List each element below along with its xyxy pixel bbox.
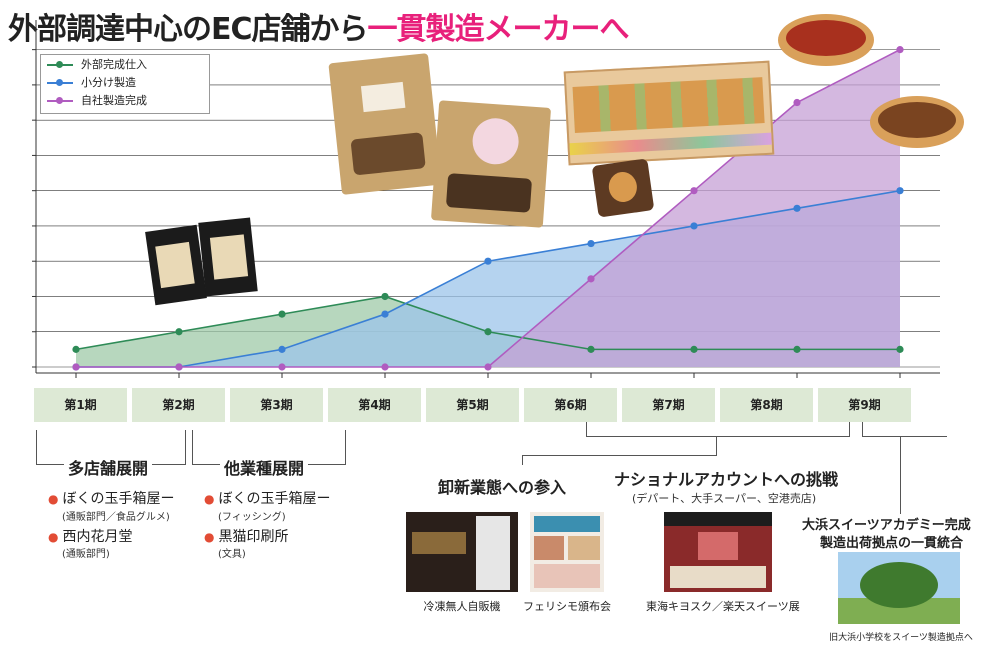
- snack-bag-image-2: [430, 100, 552, 228]
- bullet-icon: ●: [204, 530, 215, 544]
- point-s2-p9: [896, 187, 904, 195]
- point-s3-p5: [484, 363, 492, 371]
- point-s3-p9: [896, 46, 904, 54]
- national-sub: (デパート、大手スーパー、空港売店): [632, 492, 817, 505]
- academy-title-line2: 製造出荷拠点の一貫統合: [820, 536, 964, 551]
- tart-image: [778, 14, 874, 66]
- group-item-1-1: ● ぼくの玉手箱屋ー: [48, 488, 174, 508]
- point-s2-p8: [793, 204, 801, 212]
- bracket-academy-down: [900, 436, 901, 514]
- group-item-1-2: ● 西内花月堂: [48, 526, 132, 546]
- group-item-2-1-sub: (フィッシング): [218, 512, 286, 523]
- period-label-7: 第7期: [622, 388, 715, 422]
- caption-vending: 冷凍無人自販機: [423, 600, 501, 613]
- area-series-3: [76, 49, 900, 367]
- point-s2-p6: [587, 239, 595, 248]
- bracket-line-left: [522, 455, 716, 456]
- caption-felissimo: フェリシモ頒布会: [523, 600, 611, 613]
- legend-entry-1: 外部完成仕入: [41, 56, 209, 73]
- bullet-icon: ●: [204, 492, 215, 506]
- group-item-2-1: ● ぼくの玉手箱屋ー: [204, 488, 330, 508]
- point-s3-p4: [381, 363, 389, 371]
- point-s3-p8: [793, 98, 801, 107]
- bullet-icon: ●: [48, 530, 59, 544]
- page-title: 外部調達中心のEC店舗から一貫製造メーカーへ: [8, 4, 768, 48]
- pecan-tart-image: [870, 96, 964, 148]
- point-s1-p3: [278, 310, 286, 318]
- point-s2-p7: [690, 222, 698, 230]
- group-item-2-2: ● 黒猫印刷所: [204, 526, 288, 546]
- group-item-2-2-sub: (文具): [218, 549, 246, 560]
- legend-marker-3: [56, 97, 63, 104]
- point-s1-p2: [175, 328, 183, 336]
- point-s3-p3: [278, 363, 286, 371]
- kiosk-photo: [664, 512, 772, 592]
- period-label-4: 第4期: [328, 388, 421, 422]
- point-s2-p3: [278, 345, 286, 353]
- legend-marker-2: [56, 79, 63, 86]
- point-s1-p1: [72, 345, 80, 353]
- legend-label-3: 自社製造完成: [81, 94, 147, 107]
- point-s1-p9: [896, 345, 904, 353]
- group-title-multistore: 多店舗展開: [64, 455, 153, 479]
- point-s3-p7: [690, 187, 698, 195]
- legend-entry-2: 小分け製造: [41, 74, 209, 91]
- legend-label-1: 外部完成仕入: [81, 58, 147, 71]
- group-title-otherbiz: 他業種展開: [220, 455, 309, 479]
- period-label-5: 第5期: [426, 388, 519, 422]
- legend-label-2: 小分け製造: [81, 76, 136, 89]
- title-main: 外部調達中心のEC店舗から: [8, 12, 369, 47]
- point-s1-p5: [484, 328, 492, 336]
- period-label-6: 第6期: [524, 388, 617, 422]
- bullet-icon: ●: [48, 492, 59, 506]
- item-name: 黒猫印刷所: [218, 529, 289, 545]
- point-layer: [72, 46, 904, 371]
- wholesale-title: 卸新業態への参入: [438, 478, 567, 497]
- item-name: 西内花月堂: [62, 529, 133, 545]
- caption-school: 旧大浜小学校をスイーツ製造拠点へ: [829, 633, 973, 643]
- legend-marker-1: [56, 61, 63, 68]
- point-s1-p8: [793, 345, 801, 353]
- point-s1-p6: [587, 345, 595, 353]
- item-name: ぼくの玉手箱屋ー: [218, 491, 331, 507]
- point-s3-p2: [175, 363, 183, 371]
- bracket-branch: [716, 436, 717, 456]
- point-s3-p6: [587, 275, 595, 283]
- item-name: ぼくの玉手箱屋ー: [62, 491, 175, 507]
- point-s1-p7: [690, 345, 698, 353]
- period-label-8: 第8期: [720, 388, 813, 422]
- bear-cookie-image: [591, 158, 655, 218]
- school-photo: [838, 552, 960, 624]
- period-label-1: 第1期: [34, 388, 127, 422]
- period-label-9: 第9期: [818, 388, 911, 422]
- academy-title-line1: 大浜スイーツアカデミー完成: [802, 518, 971, 533]
- cookie-box-image: [563, 60, 775, 166]
- point-s2-p5: [484, 257, 492, 265]
- chart-legend: 外部完成仕入 小分け製造 自社製造完成: [40, 54, 210, 114]
- felissimo-catalog-photo: [530, 512, 604, 592]
- national-title: ナショナルアカウントへの挑戦: [614, 470, 839, 489]
- group-item-1-2-sub: (通販部門): [62, 549, 110, 560]
- period-label-3: 第3期: [230, 388, 323, 422]
- bracket-line-left-down: [522, 455, 523, 465]
- point-s3-p1: [72, 363, 80, 371]
- caption-kiosk: 東海キヨスク／楽天スイーツ展: [646, 600, 800, 613]
- period-label-2: 第2期: [132, 388, 225, 422]
- bracket-new-business: [586, 422, 850, 437]
- title-accent: 一貫製造メーカーへ: [367, 12, 630, 47]
- point-s2-p4: [381, 310, 389, 318]
- bracket-academy: [862, 422, 947, 437]
- pasta-package-image: [145, 217, 260, 306]
- vending-machine-photo: [406, 512, 518, 592]
- snack-bag-image: [328, 53, 442, 195]
- point-s1-p4: [381, 292, 389, 301]
- group-item-1-1-sub: (通販部門／食品グルメ): [62, 512, 170, 523]
- legend-entry-3: 自社製造完成: [41, 92, 209, 109]
